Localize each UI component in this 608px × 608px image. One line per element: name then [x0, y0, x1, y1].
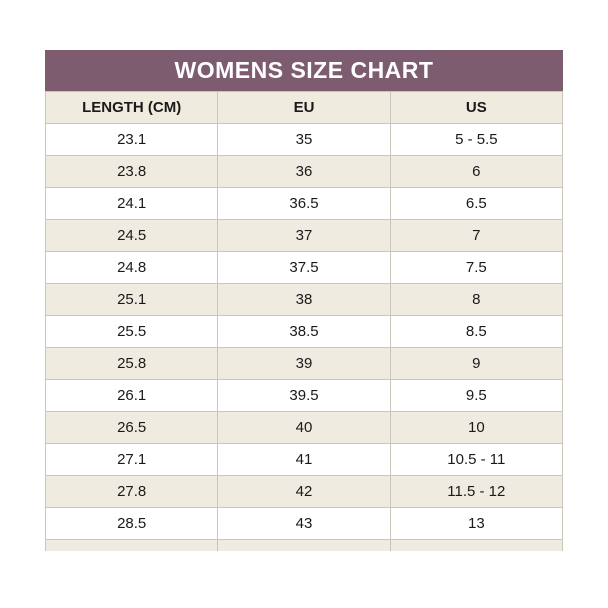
table-row: 26.5 40 10	[44, 411, 564, 444]
table-cell: 8	[389, 283, 564, 316]
table-cell: 7	[389, 219, 564, 252]
table-cell: 42	[217, 475, 391, 508]
table-cell: 10.5 - 11	[389, 443, 564, 476]
table-cell: 26.1	[44, 379, 219, 412]
table-cell: 36.5	[217, 187, 391, 220]
partial-cell	[218, 540, 391, 551]
table-row: 25.8 39 9	[44, 347, 564, 380]
column-header-length: LENGTH (CM)	[44, 91, 219, 124]
table-row: 24.8 37.5 7.5	[44, 251, 564, 284]
partial-cell	[46, 540, 219, 551]
size-chart: WOMENS SIZE CHART LENGTH (CM) EU US 23.1…	[44, 50, 564, 551]
table-header-row: LENGTH (CM) EU US	[44, 91, 564, 124]
table-cell: 23.8	[44, 155, 219, 188]
table-cell: 6.5	[389, 187, 564, 220]
table-cell: 41	[217, 443, 391, 476]
table-cell: 25.1	[44, 283, 219, 316]
table-cell: 7.5	[389, 251, 564, 284]
column-header-eu: EU	[217, 91, 391, 124]
table-cell: 28.5	[44, 507, 219, 540]
table-cell: 39	[217, 347, 391, 380]
table-cell: 40	[217, 411, 391, 444]
table-cell: 11.5 - 12	[389, 475, 564, 508]
chart-title-bar: WOMENS SIZE CHART	[45, 50, 563, 91]
table-cell: 39.5	[217, 379, 391, 412]
table-cell: 9.5	[389, 379, 564, 412]
size-table: LENGTH (CM) EU US 23.1 35 5 - 5.5 23.8 36 6 24…	[44, 91, 564, 540]
table-cell: 38	[217, 283, 391, 316]
table-cell: 25.8	[44, 347, 219, 380]
table-cell: 43	[217, 507, 391, 540]
table-cell: 37.5	[217, 251, 391, 284]
table-row: 23.8 36 6	[44, 155, 564, 188]
table-cell: 10	[389, 411, 564, 444]
table-cell: 13	[389, 507, 564, 540]
table-cell: 9	[389, 347, 564, 380]
table-cell: 27.8	[44, 475, 219, 508]
table-cell: 8.5	[389, 315, 564, 348]
partial-cell	[391, 540, 562, 551]
table-body: 23.1 35 5 - 5.5 23.8 36 6 24.1 36.5 6.5 24.5 37 7 24…	[44, 123, 564, 540]
partial-next-row	[45, 540, 563, 551]
table-row: 25.5 38.5 8.5	[44, 315, 564, 348]
table-cell: 24.5	[44, 219, 219, 252]
table-row: 26.1 39.5 9.5	[44, 379, 564, 412]
chart-title: WOMENS SIZE CHART	[174, 57, 434, 83]
table-row: 27.1 41 10.5 - 11	[44, 443, 564, 476]
table-cell: 6	[389, 155, 564, 188]
table-cell: 23.1	[44, 123, 219, 156]
table-row: 24.5 37 7	[44, 219, 564, 252]
table-cell: 27.1	[44, 443, 219, 476]
table-row: 28.5 43 13	[44, 507, 564, 540]
table-cell: 26.5	[44, 411, 219, 444]
table-cell: 25.5	[44, 315, 219, 348]
table-cell: 36	[217, 155, 391, 188]
table-row: 25.1 38 8	[44, 283, 564, 316]
table-cell: 37	[217, 219, 391, 252]
table-row: 24.1 36.5 6.5	[44, 187, 564, 220]
column-header-us: US	[389, 91, 564, 124]
table-cell: 5 - 5.5	[389, 123, 564, 156]
table-row: 27.8 42 11.5 - 12	[44, 475, 564, 508]
table-cell: 35	[217, 123, 391, 156]
table-cell: 24.1	[44, 187, 219, 220]
table-row: 23.1 35 5 - 5.5	[44, 123, 564, 156]
table-cell: 24.8	[44, 251, 219, 284]
table-cell: 38.5	[217, 315, 391, 348]
